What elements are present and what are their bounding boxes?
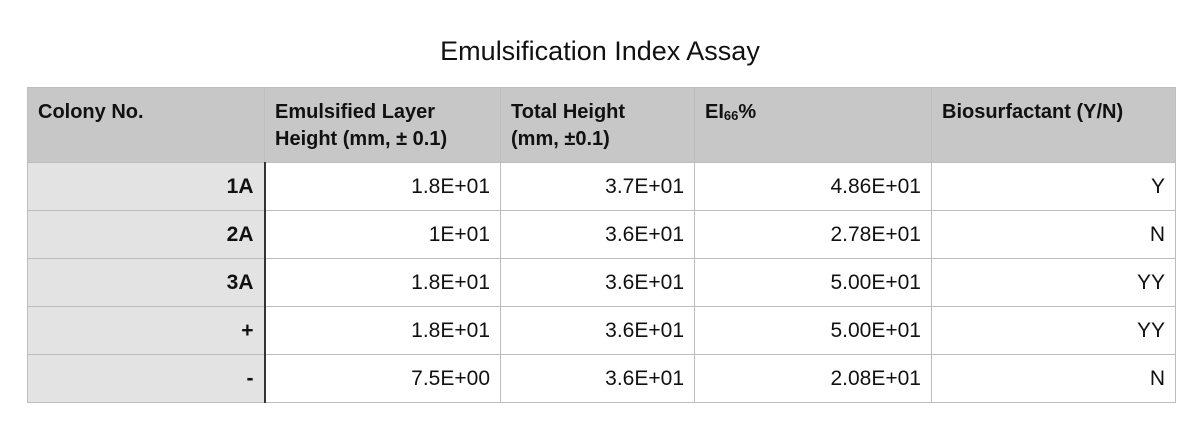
emulsified-height-cell: 1E+01 xyxy=(264,210,501,259)
table-row: - 7.5E+00 3.6E+01 2.08E+01 N xyxy=(27,354,1176,403)
header-ei-suffix: % xyxy=(738,101,757,123)
header-biosurfactant-label: Biosurfactant (Y/N) xyxy=(942,101,1124,123)
biosurfactant-cell: Y xyxy=(931,162,1176,211)
table-row: + 1.8E+01 3.6E+01 5.00E+01 YY xyxy=(27,306,1176,355)
header-ei-base: EI xyxy=(705,101,724,123)
header-emulsified-line1: Emulsified Layer xyxy=(275,101,436,123)
header-colony-label: Colony No. xyxy=(38,101,144,123)
total-height-cell: 3.6E+01 xyxy=(500,210,695,259)
biosurfactant-cell: YY xyxy=(931,306,1176,355)
table-row: 1A 1.8E+01 3.7E+01 4.86E+01 Y xyxy=(27,162,1176,211)
assay-table: Colony No. Emulsified Layer Height (mm, … xyxy=(27,87,1176,403)
header-total-line2: (mm, ±0.1) xyxy=(511,128,610,150)
colony-cell: 2A xyxy=(27,210,266,259)
header-total-height: Total Height (mm, ±0.1) xyxy=(500,87,695,163)
header-total-line1: Total Height xyxy=(511,101,626,123)
header-colony-no: Colony No. xyxy=(27,87,265,163)
header-emulsified-line2: Height (mm, ± 0.1) xyxy=(275,128,448,150)
total-height-cell: 3.7E+01 xyxy=(500,162,695,211)
colony-cell: 1A xyxy=(27,162,266,211)
biosurfactant-cell: N xyxy=(931,210,1176,259)
ei66-cell: 5.00E+01 xyxy=(694,306,932,355)
emulsified-height-cell: 1.8E+01 xyxy=(264,258,501,307)
table-row: 3A 1.8E+01 3.6E+01 5.00E+01 YY xyxy=(27,258,1176,307)
colony-cell: + xyxy=(27,306,266,355)
ei66-cell: 2.78E+01 xyxy=(694,210,932,259)
ei66-cell: 4.86E+01 xyxy=(694,162,932,211)
ei66-cell: 2.08E+01 xyxy=(694,354,932,403)
table-row: 2A 1E+01 3.6E+01 2.78E+01 N xyxy=(27,210,1176,259)
header-ei66-percent: EI66% xyxy=(694,87,932,163)
total-height-cell: 3.6E+01 xyxy=(500,258,695,307)
header-biosurfactant: Biosurfactant (Y/N) xyxy=(931,87,1176,163)
total-height-cell: 3.6E+01 xyxy=(500,306,695,355)
emulsified-height-cell: 1.8E+01 xyxy=(264,162,501,211)
colony-cell: - xyxy=(27,354,266,403)
total-height-cell: 3.6E+01 xyxy=(500,354,695,403)
colony-cell: 3A xyxy=(27,258,266,307)
header-row: Colony No. Emulsified Layer Height (mm, … xyxy=(27,87,1176,163)
emulsified-height-cell: 7.5E+00 xyxy=(264,354,501,403)
biosurfactant-cell: YY xyxy=(931,258,1176,307)
header-emulsified-layer-height: Emulsified Layer Height (mm, ± 0.1) xyxy=(264,87,501,163)
emulsified-height-cell: 1.8E+01 xyxy=(264,306,501,355)
biosurfactant-cell: N xyxy=(931,354,1176,403)
ei66-cell: 5.00E+01 xyxy=(694,258,932,307)
page-title: Emulsification Index Assay xyxy=(440,36,760,66)
header-ei-subscript: 66 xyxy=(723,108,739,123)
